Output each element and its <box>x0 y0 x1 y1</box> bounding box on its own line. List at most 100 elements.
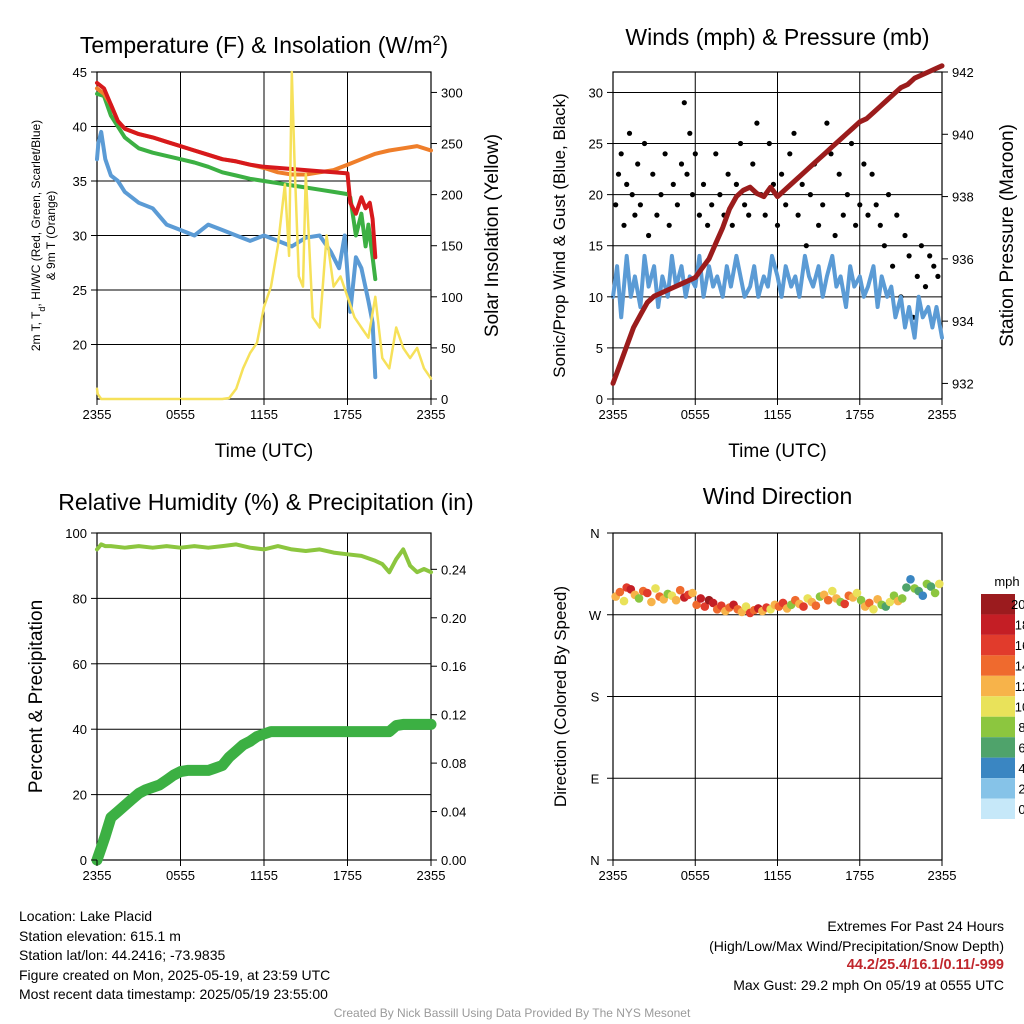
rh-ytick-label: 20 <box>73 788 87 803</box>
temp-series-0-line <box>95 129 378 380</box>
speed-legend-swatch <box>981 655 1015 676</box>
dir-ytick-label: S <box>591 690 600 705</box>
dir-point <box>799 602 808 611</box>
rh-xtick-label: 2355 <box>417 868 446 883</box>
wind-ylabel: Sonic/Prop Wind & Gust (Blue, Black) <box>550 93 569 377</box>
wind-y2tick-label: 936 <box>952 252 974 267</box>
rh-y2tick-label: 0.04 <box>441 805 466 820</box>
wind-gust-point <box>774 222 781 228</box>
wind-gust-point <box>836 171 842 177</box>
wind-gust-point <box>832 232 838 239</box>
speed-legend-label: 12 <box>1015 679 1024 694</box>
max-gust-text: Max Gust: 29.2 mph On 05/19 at 0555 UTC <box>733 976 1004 993</box>
rh-xtick-label: 1755 <box>333 868 362 883</box>
wind-gust-point <box>754 120 760 126</box>
wind-y2tick-label: 932 <box>952 376 974 391</box>
dir-point <box>828 586 837 596</box>
wind-gust-point <box>737 140 744 147</box>
wind-gust-point <box>894 212 900 218</box>
wind-gust-point <box>795 212 801 218</box>
wind-y2label: Station Pressure (Maroon) <box>997 124 1018 347</box>
wind-gust-point <box>787 151 793 157</box>
wind-gust-point <box>766 140 772 147</box>
dir-point <box>823 595 833 605</box>
dir-point <box>692 600 701 610</box>
wind-gust-point <box>618 151 624 157</box>
temp-title: Temperature (F) & Insolation (W/m2) <box>80 32 448 58</box>
wind-gust-point <box>626 130 633 136</box>
dir-point <box>902 583 911 592</box>
wind-gust-point <box>646 232 652 239</box>
wind-series-2-line <box>610 63 945 386</box>
temp-y2tick-label: 0 <box>441 392 448 407</box>
wind-gust-point <box>873 202 879 208</box>
speed-legend-swatch <box>981 757 1015 779</box>
wind-gust-point <box>931 263 937 269</box>
speed-legend-label: 16 <box>1015 638 1024 653</box>
rh-y2tick-label: 0.00 <box>441 853 466 868</box>
rh-y2tick-label: 0.20 <box>441 611 466 626</box>
dir-point <box>643 588 652 598</box>
wind-gust-point <box>637 202 644 208</box>
wind-gust-point <box>824 120 830 126</box>
wind-gust-point <box>783 202 789 208</box>
wind-xtick-label: 1755 <box>845 407 874 422</box>
dir-xtick-label: 1755 <box>845 868 874 883</box>
created-text: Figure created on Mon, 2025-05-19, at 23… <box>19 966 331 983</box>
dir-point <box>926 582 936 591</box>
wind-gust-point <box>650 171 656 177</box>
rh-y2tick-label: 0.08 <box>441 756 466 771</box>
dir-xtick-label: 2355 <box>599 868 628 883</box>
dir-ytick-label: E <box>591 771 600 786</box>
temp-series-4-line <box>95 70 433 401</box>
wind-gust-point <box>632 212 638 218</box>
rh-y2tick-label: 0.16 <box>441 659 466 674</box>
speed-legend-swatch <box>981 737 1015 758</box>
temp-y2tick-label: 250 <box>441 137 463 152</box>
temp-y2label: Solar Insolation (Yellow) <box>482 134 503 337</box>
dir-point <box>865 598 874 608</box>
wind-xtick-label: 2355 <box>928 407 957 422</box>
speed-legend-swatch <box>981 798 1015 819</box>
wind-gust-point <box>666 222 672 228</box>
extremes-subtitle: (High/Low/Max Wind/Precipitation/Snow De… <box>709 937 1004 954</box>
wind-gust-point <box>890 263 896 269</box>
rh-ytick-label: 100 <box>65 526 87 541</box>
rh-series-0-line <box>95 542 433 575</box>
temp-y2tick-label: 300 <box>441 85 463 100</box>
dir-ylabel: Direction (Colored By Speed) <box>551 586 570 807</box>
rh-series-1-line <box>91 718 437 866</box>
wind-gust-point <box>902 232 908 239</box>
wind-gust-point <box>696 212 703 218</box>
wind-gust-point <box>658 192 664 198</box>
latlon-text: Station lat/lon: 44.2416; -73.9835 <box>19 947 226 963</box>
wind-gust-point <box>844 192 851 198</box>
wind-gust-point <box>922 284 929 290</box>
wind-gust-point <box>670 181 676 187</box>
temp-y2tick-label: 50 <box>441 341 455 356</box>
rh-ytick-label: 0 <box>80 853 87 868</box>
wind-gust-point <box>840 212 846 218</box>
speed-legend-label: 6 <box>1018 740 1024 755</box>
wind-gust-point <box>857 202 863 208</box>
wind-gust-point <box>662 151 668 157</box>
rh-xtick-label: 2355 <box>83 868 112 883</box>
temp-y2tick-label: 100 <box>441 290 463 305</box>
dir-title: Wind Direction <box>703 483 853 509</box>
temp-xtick-label: 1755 <box>333 407 362 422</box>
speed-legend-label: 10 <box>1015 700 1024 715</box>
extremes-values: 44.2/25.4/16.1/0.11/-999 <box>846 957 1004 973</box>
dir-ytick-label: N <box>590 853 599 868</box>
wind-xlabel: Time (UTC) <box>728 441 827 462</box>
wind-gust-point <box>678 161 685 167</box>
dir-point <box>647 597 656 607</box>
extremes-title: Extremes For Past 24 Hours <box>827 918 1004 934</box>
temp-series-3-line <box>95 80 378 260</box>
wind-gust-point <box>654 212 660 218</box>
wind-gust-point <box>713 151 719 157</box>
wind-gust-point <box>705 222 711 228</box>
elevation-text: Station elevation: 615.1 m <box>19 927 181 944</box>
rh-y2tick-label: 0.12 <box>441 708 466 723</box>
temp-ytick-label: 35 <box>73 174 87 189</box>
wind-gust-point <box>935 273 941 279</box>
